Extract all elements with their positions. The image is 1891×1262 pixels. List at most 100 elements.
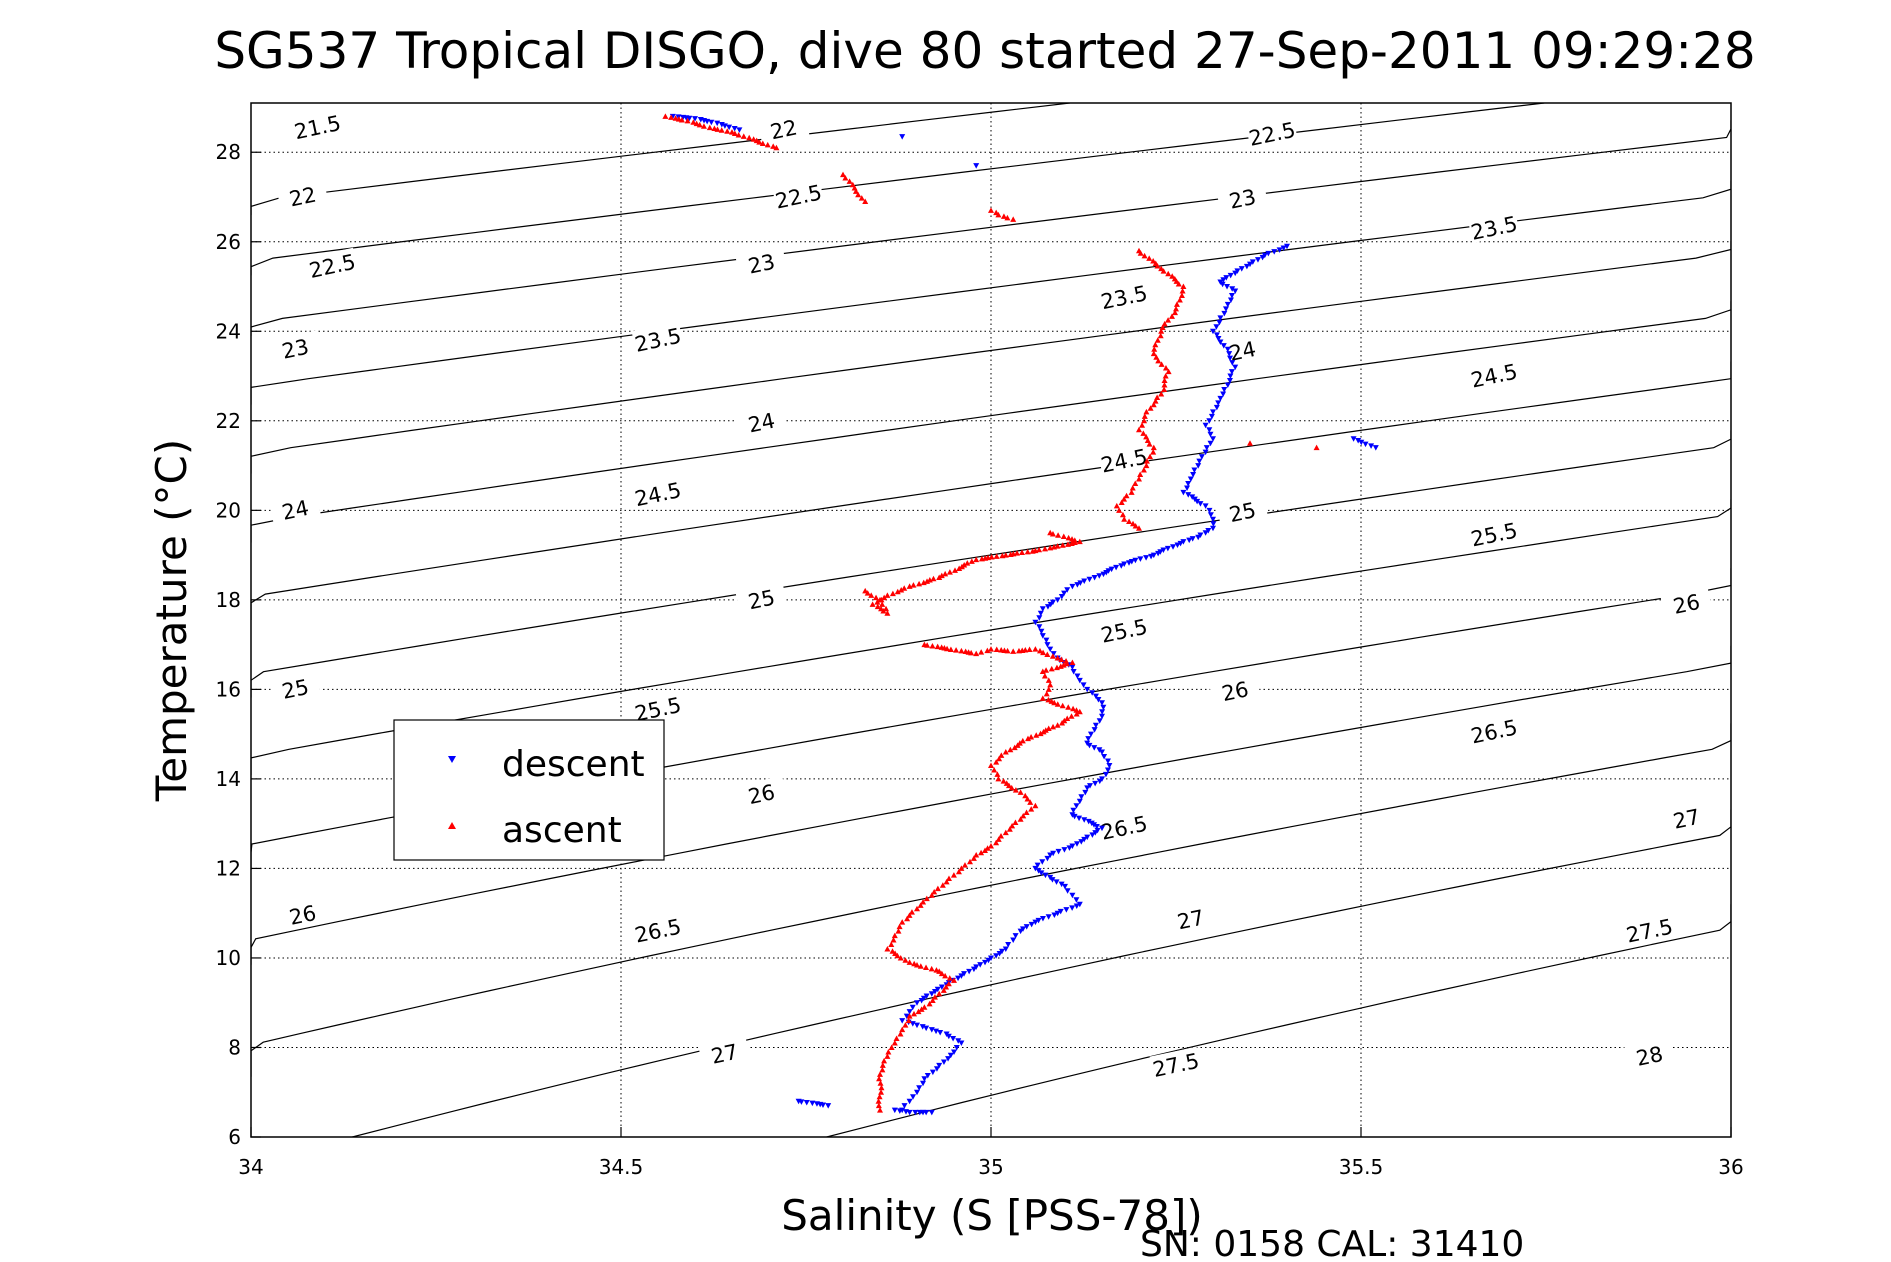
ascent-point xyxy=(1179,288,1186,294)
ascent-point xyxy=(1002,829,1009,836)
ascent-point xyxy=(1140,467,1147,473)
descent-point xyxy=(1064,587,1071,593)
ascent-point xyxy=(888,1044,895,1050)
ascent-point xyxy=(1153,354,1160,360)
ascent-point xyxy=(1180,283,1187,290)
descent-point xyxy=(1092,780,1099,787)
descent-series xyxy=(669,113,1379,1116)
ascent-point xyxy=(1143,462,1150,469)
ascent-point xyxy=(902,1022,909,1028)
ascent-point xyxy=(901,585,908,591)
descent-point xyxy=(899,1018,906,1024)
ascent-point xyxy=(1175,280,1182,287)
ascent-point xyxy=(1123,492,1130,499)
ascent-point xyxy=(1024,548,1031,555)
descent-point xyxy=(1050,651,1057,657)
ascent-point xyxy=(973,852,980,858)
descent-point xyxy=(1196,458,1203,465)
ascent-point xyxy=(1037,647,1044,654)
ascent-point xyxy=(1059,719,1066,726)
x-tick-label: 36 xyxy=(1718,1155,1743,1179)
descent-point xyxy=(1220,343,1227,349)
isopycnal-label-bg xyxy=(1216,493,1269,528)
ascent-point xyxy=(958,865,965,871)
ascent-point xyxy=(1076,708,1083,715)
ascent-point xyxy=(750,136,757,142)
ascent-point xyxy=(1155,357,1162,364)
ascent-point xyxy=(942,570,949,577)
ascent-point xyxy=(1007,746,1014,753)
ascent-point xyxy=(1008,784,1015,791)
descent-point xyxy=(1185,492,1192,498)
ascent-point xyxy=(875,1102,882,1109)
descent-point xyxy=(1032,619,1039,626)
ascent-point xyxy=(1019,549,1026,556)
descent-point xyxy=(891,1107,898,1114)
descent-point xyxy=(1076,677,1083,684)
descent-point xyxy=(1035,917,1042,924)
isopycnal-line xyxy=(251,301,1731,543)
ascent-point xyxy=(877,1071,883,1077)
descent-point xyxy=(1228,292,1235,299)
ascent-point xyxy=(1152,341,1159,348)
descent-point xyxy=(1223,275,1230,281)
ascent-point xyxy=(1037,730,1044,737)
descent-point xyxy=(921,1076,928,1082)
descent-point xyxy=(1198,454,1205,460)
descent-point xyxy=(803,1099,810,1106)
descent-point xyxy=(958,973,965,979)
grid xyxy=(251,103,1731,1137)
ascent-point xyxy=(1047,544,1054,551)
isopycnal-label: 26 xyxy=(1220,677,1251,706)
descent-point xyxy=(1210,436,1216,442)
descent-point xyxy=(1126,560,1133,566)
descent-point xyxy=(906,1098,913,1105)
ascent-point xyxy=(684,117,691,124)
ascent-point xyxy=(1065,534,1072,541)
isopycnal-label-bg xyxy=(1097,442,1150,476)
isopycnal-label: 26 xyxy=(746,780,777,809)
ascent-point xyxy=(1132,523,1139,529)
descent-point xyxy=(1118,563,1125,569)
isopycnal-label: 22 xyxy=(768,115,799,144)
descent-point xyxy=(912,1109,919,1116)
descent-point xyxy=(1069,905,1076,911)
ascent-point xyxy=(897,954,904,961)
descent-point xyxy=(1372,445,1379,451)
ascent-point xyxy=(1073,707,1080,713)
ascent-point xyxy=(1140,430,1147,436)
legend-box xyxy=(393,719,665,861)
descent-point xyxy=(1042,872,1049,879)
ascent-point xyxy=(1014,742,1021,748)
ascent-point xyxy=(724,128,731,134)
ascent-point xyxy=(973,556,980,563)
isopycnal-label: 25 xyxy=(746,585,777,614)
ascent-point xyxy=(1150,401,1157,408)
descent-point xyxy=(1350,436,1357,442)
descent-point xyxy=(1100,571,1107,578)
legend-ascent-marker xyxy=(448,822,456,829)
ascent-point xyxy=(877,596,883,603)
ascent-point xyxy=(898,587,905,593)
ascent-point xyxy=(1043,690,1050,697)
ascent-point xyxy=(952,567,959,573)
x-tick-label: 35.5 xyxy=(1339,1155,1384,1179)
ascent-point xyxy=(1051,544,1058,550)
y-tick-label: 18 xyxy=(216,588,241,612)
descent-point xyxy=(1210,521,1217,527)
ascent-point xyxy=(1165,317,1172,323)
ascent-point xyxy=(999,552,1006,559)
descent-point xyxy=(1057,908,1064,915)
descent-point xyxy=(1215,335,1222,342)
ascent-point xyxy=(994,771,1001,777)
ascent-point xyxy=(1002,749,1009,755)
isopycnal-line xyxy=(251,568,1731,870)
ascent-point xyxy=(996,755,1003,762)
isopycnal-label-bg xyxy=(631,321,684,356)
isopycnal-label-bg xyxy=(1097,612,1150,646)
isopycnal-label-bg xyxy=(269,330,321,364)
ascent-point xyxy=(1063,658,1070,664)
ascent-point xyxy=(1004,647,1011,654)
descent-point xyxy=(809,1100,816,1107)
